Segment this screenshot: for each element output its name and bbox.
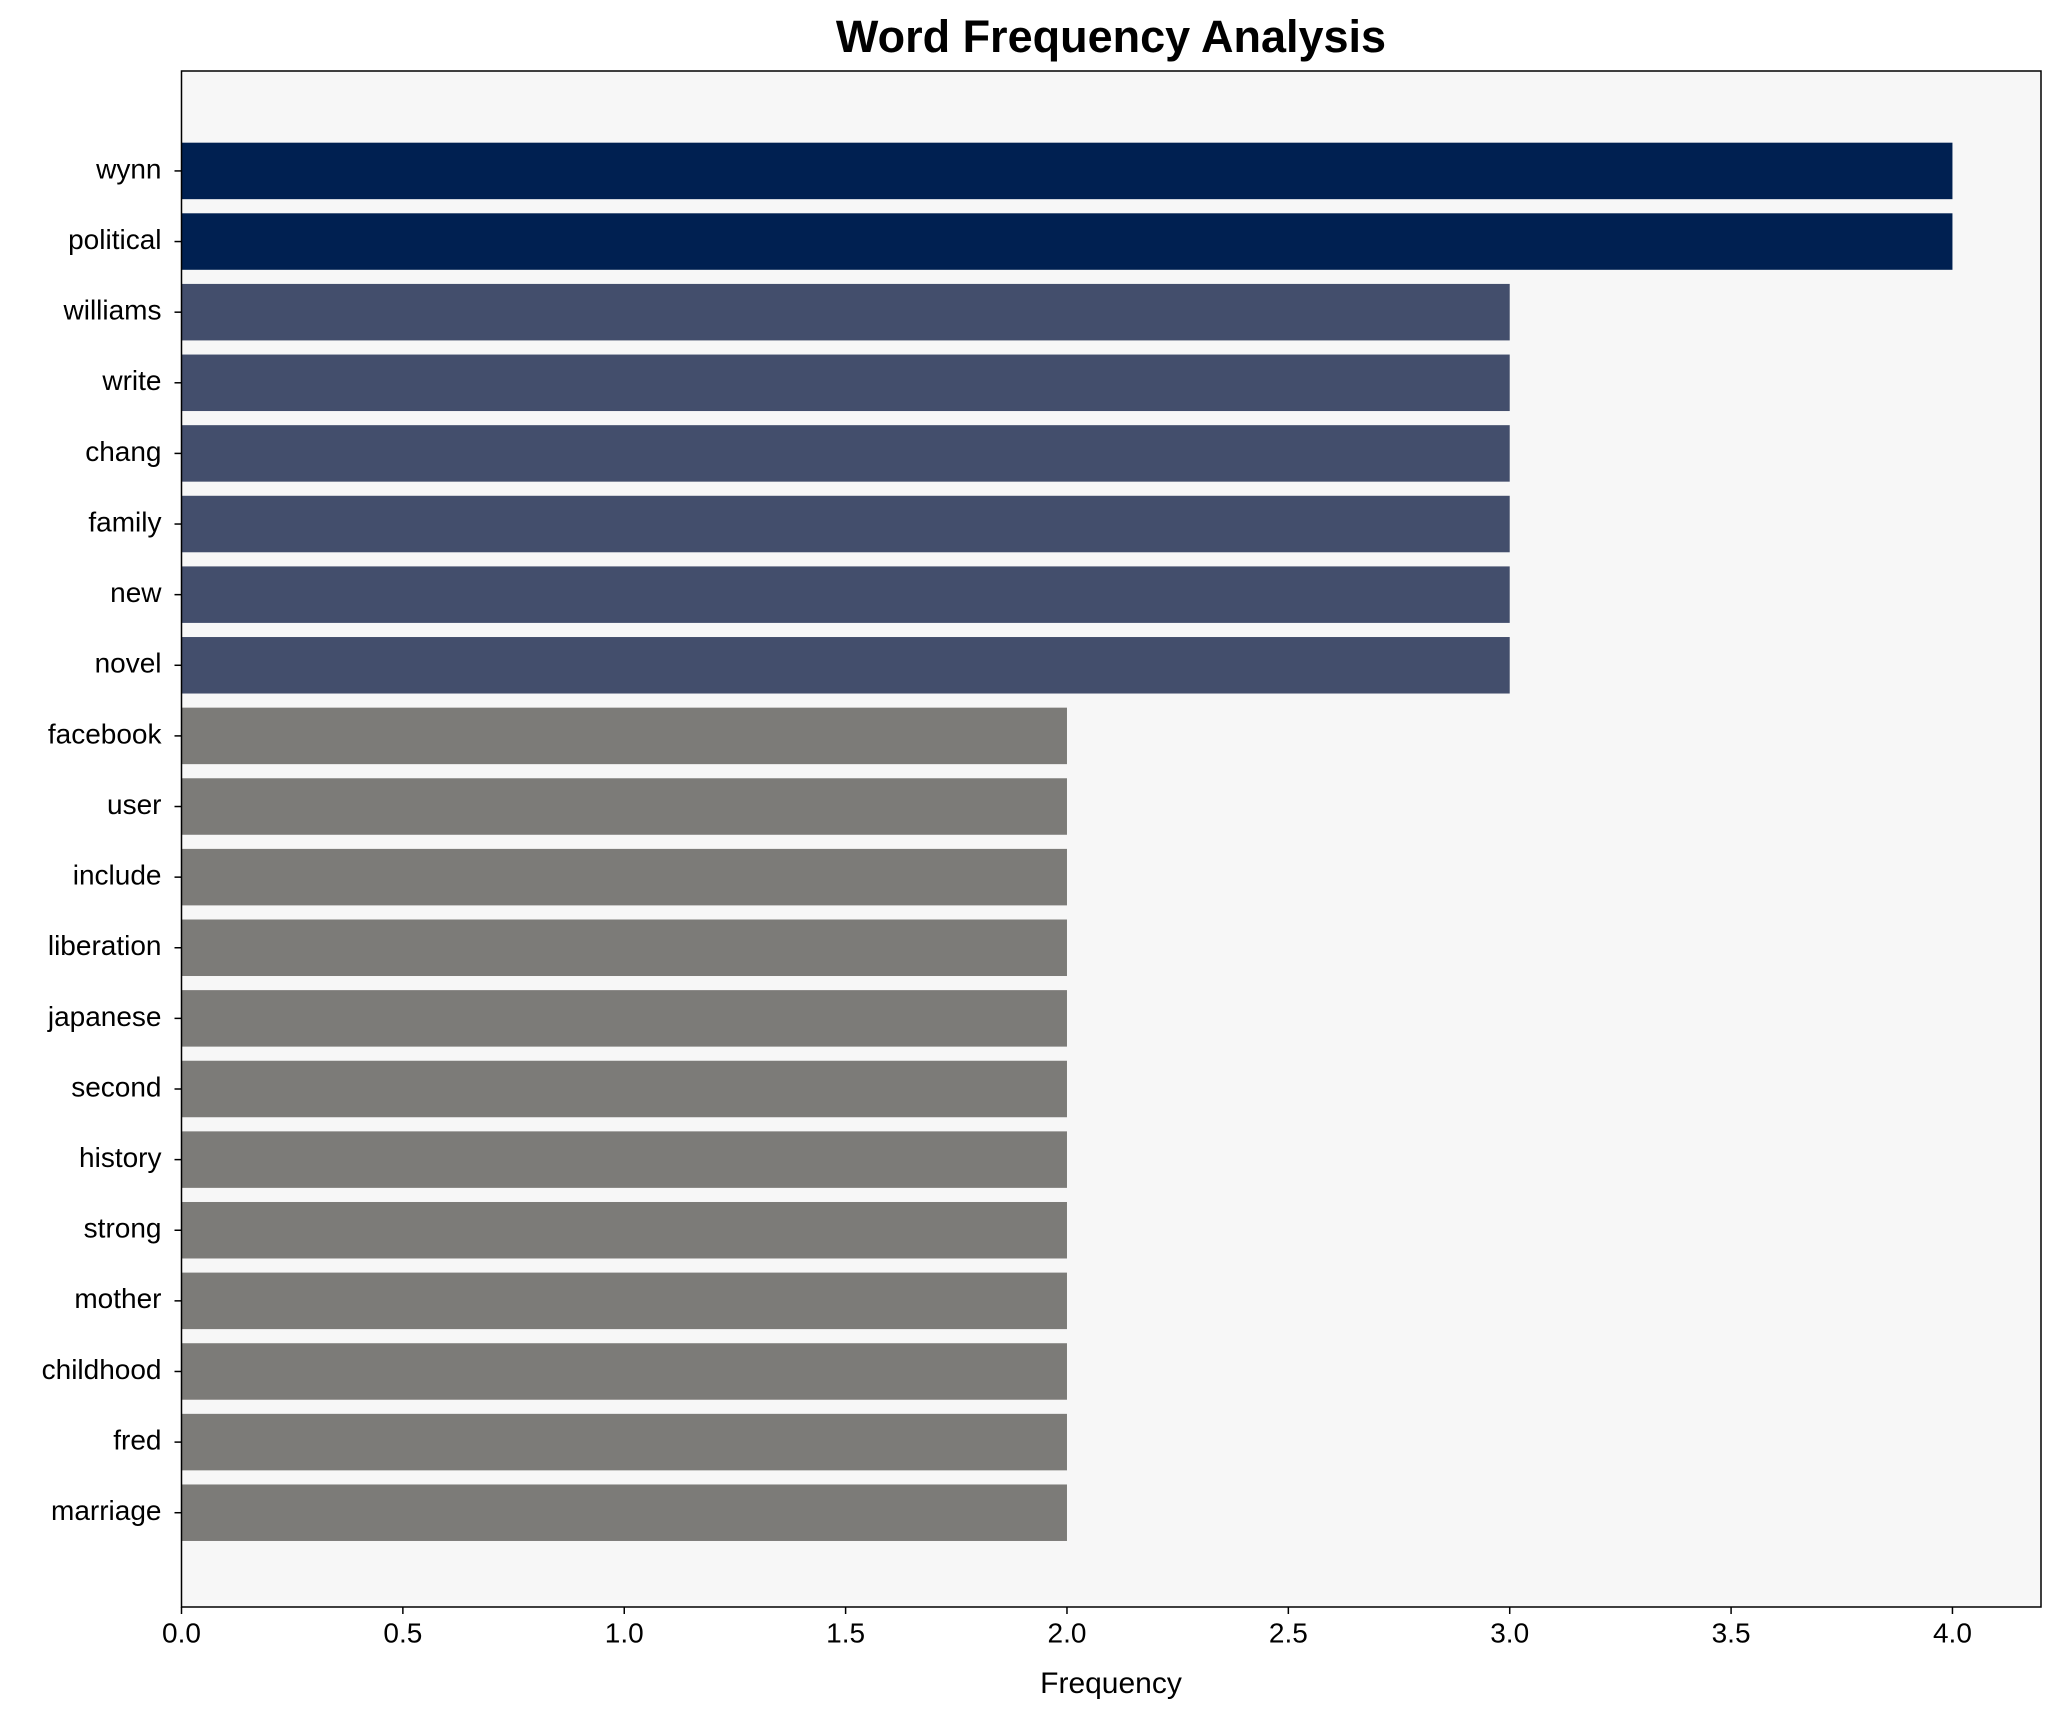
y-tick-label: strong xyxy=(84,1213,162,1244)
y-tick-label: liberation xyxy=(48,930,162,961)
x-tick-label: 0.0 xyxy=(162,1617,201,1648)
y-tick-label: marriage xyxy=(51,1495,161,1526)
y-tick-label: political xyxy=(68,224,161,255)
bar xyxy=(181,1272,1067,1330)
bar xyxy=(181,1484,1067,1541)
bar xyxy=(181,1060,1067,1118)
plot-frame xyxy=(180,70,2042,1608)
y-tick-label: japanese xyxy=(47,1001,162,1032)
bar xyxy=(181,1413,1067,1471)
y-tick-label: new xyxy=(110,577,162,608)
bar xyxy=(181,566,1510,623)
x-tick-label: 2.5 xyxy=(1269,1617,1308,1648)
y-tick-label: childhood xyxy=(42,1354,162,1385)
x-tick-label: 4.0 xyxy=(1933,1617,1972,1648)
bar xyxy=(181,707,1067,765)
bar xyxy=(181,990,1067,1047)
x-tick-label: 3.0 xyxy=(1490,1617,1529,1648)
bar xyxy=(181,142,1953,200)
y-tick-label: second xyxy=(71,1071,161,1102)
bar xyxy=(181,213,1953,270)
x-tick-label: 3.5 xyxy=(1712,1617,1751,1648)
y-tick-label: fred xyxy=(113,1424,161,1455)
x-axis-label: Frequency xyxy=(1040,1667,1182,1700)
bar xyxy=(181,848,1067,906)
bar xyxy=(181,1131,1067,1188)
chart-title: Word Frequency Analysis xyxy=(836,11,1386,62)
y-tick-label: family xyxy=(88,506,161,537)
y-tick-label: history xyxy=(79,1142,161,1173)
bar xyxy=(181,425,1510,482)
y-tick-label: include xyxy=(73,860,162,891)
x-tick-label: 2.0 xyxy=(1048,1617,1087,1648)
y-tick-label: novel xyxy=(95,648,162,679)
y-tick-label: write xyxy=(101,365,161,396)
bar xyxy=(181,1343,1067,1400)
x-tick-label: 0.5 xyxy=(383,1617,422,1648)
y-tick-label: wynn xyxy=(95,153,161,184)
bar xyxy=(181,778,1067,835)
y-tick-label: mother xyxy=(74,1283,161,1314)
bar xyxy=(181,919,1067,977)
y-tick-label: williams xyxy=(63,295,162,326)
bar xyxy=(181,495,1510,553)
x-tick-label: 1.0 xyxy=(605,1617,644,1648)
bar xyxy=(181,283,1510,341)
bar xyxy=(181,1201,1067,1259)
x-tick-label: 1.5 xyxy=(826,1617,865,1648)
bar xyxy=(181,354,1510,412)
y-tick-label: chang xyxy=(85,436,161,467)
y-tick-label: facebook xyxy=(48,718,163,749)
y-tick-label: user xyxy=(107,789,161,820)
bar xyxy=(181,637,1510,694)
